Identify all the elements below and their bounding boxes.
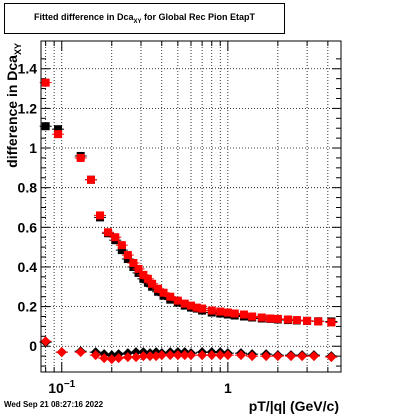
series-red-square	[39, 78, 338, 327]
data-point	[87, 175, 95, 184]
data-point	[180, 299, 189, 308]
data-point	[143, 274, 152, 283]
data-point	[54, 130, 63, 139]
data-point	[207, 306, 216, 315]
data-point	[197, 350, 208, 361]
data-point	[248, 312, 257, 321]
plot-frame	[40, 40, 342, 373]
timestamp-footer: Wed Sep 21 08:27:16 2022	[4, 400, 104, 409]
data-point	[327, 318, 336, 327]
data-point	[156, 350, 167, 361]
data-point	[104, 228, 113, 237]
data-point	[303, 316, 312, 325]
data-point	[179, 350, 190, 361]
data-point	[139, 270, 148, 279]
chart-title: Fitted difference in DcaXY for Global Re…	[34, 12, 255, 25]
y-tick-label: 0.8	[18, 180, 38, 196]
tick-labels: 0 0.2 0.4 0.6 0.8 1 1.2 1.4 10−1 1	[18, 61, 232, 396]
y-tick-label: 0	[29, 338, 37, 354]
chart-title-box: Fitted difference in DcaXY for Global Re…	[4, 3, 285, 34]
data-point	[186, 350, 196, 361]
data-point	[154, 284, 163, 293]
data-point	[129, 258, 138, 267]
data-point	[96, 211, 105, 220]
data-point	[292, 316, 301, 325]
data-point	[166, 292, 175, 301]
data-point	[272, 351, 283, 362]
data-series	[39, 78, 338, 365]
data-point	[223, 308, 232, 317]
data-point	[172, 350, 183, 361]
y-tick-label: 1	[29, 140, 37, 156]
chart-title-main: Fitted difference in Dca	[33, 12, 134, 22]
data-point	[216, 307, 225, 316]
data-point	[257, 313, 266, 322]
y-axis-title-subscript: XY	[13, 43, 23, 55]
data-point	[138, 351, 149, 362]
data-point	[99, 353, 110, 364]
data-point	[145, 351, 156, 362]
chart-title-subscript: XY	[133, 19, 142, 25]
data-point	[222, 350, 233, 361]
data-point	[123, 251, 132, 260]
data-point	[326, 352, 337, 363]
data-point	[206, 350, 217, 361]
data-point	[117, 241, 126, 250]
y-tick-label: 0.6	[18, 219, 38, 235]
data-point	[173, 296, 182, 305]
y-tick-label: 0.4	[18, 259, 38, 275]
data-point	[286, 351, 296, 362]
data-point	[314, 317, 323, 326]
data-point	[106, 354, 117, 365]
data-point	[165, 350, 176, 361]
data-point	[40, 336, 51, 347]
grid-lines	[41, 41, 341, 372]
x-tick-label: 10−1	[48, 379, 75, 396]
data-point	[148, 279, 157, 288]
chart-title-tail: for Global Rec Pion EtapT	[141, 12, 256, 22]
y-tick-label: 1.2	[18, 100, 38, 116]
y-tick-label: 0.2	[18, 299, 38, 315]
y-tick-label: 1.4	[18, 61, 38, 77]
x-axis-title: pT/|q| (GeV/c)	[249, 398, 339, 414]
x-tick-label: 1	[224, 380, 232, 396]
data-point	[230, 309, 239, 318]
data-point	[273, 314, 282, 323]
data-point	[308, 351, 319, 362]
series-red-diamond	[39, 336, 338, 365]
data-point	[159, 288, 168, 297]
series-black-square	[39, 122, 338, 326]
data-point	[236, 350, 246, 361]
data-point	[113, 353, 124, 364]
data-point	[261, 351, 272, 362]
data-point	[131, 352, 142, 363]
data-point	[111, 233, 120, 242]
y-axis-title-main: difference in Dca	[4, 55, 20, 168]
data-point	[76, 153, 85, 162]
data-point	[134, 264, 143, 273]
data-point	[187, 301, 195, 310]
y-axis-title: difference in DcaXY	[4, 43, 23, 168]
data-point	[192, 303, 201, 312]
data-point	[239, 310, 248, 319]
data-point	[41, 78, 50, 87]
data-point	[215, 350, 226, 361]
data-point	[117, 246, 126, 255]
data-point	[41, 122, 50, 131]
data-point	[198, 304, 207, 313]
data-point	[247, 351, 258, 362]
data-point	[297, 351, 308, 362]
data-point	[54, 125, 63, 134]
data-point	[283, 315, 292, 324]
data-point	[266, 314, 275, 323]
data-point	[122, 352, 133, 363]
data-point	[56, 347, 67, 358]
data-point	[75, 347, 86, 358]
